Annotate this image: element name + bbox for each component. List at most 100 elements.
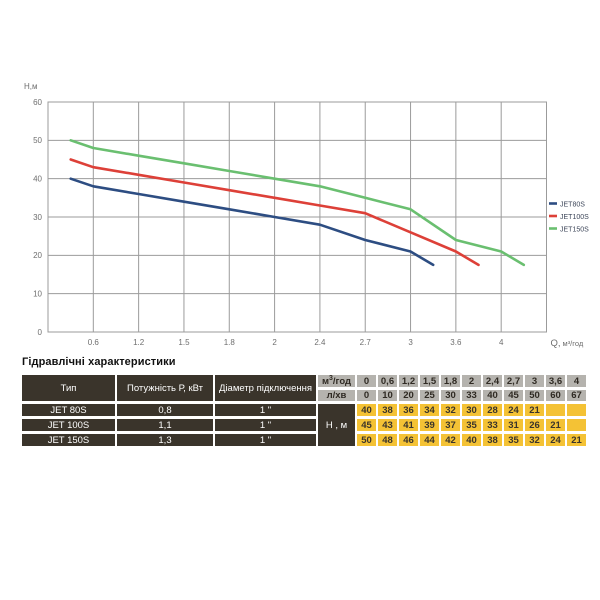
head-value-cell: 45	[357, 419, 376, 432]
pump-row-jet150s: JET 150S 1,3 1 " 50 48 46 44 42 40 38 35 32 24 21	[22, 434, 586, 447]
flow-m3h-cell: 0	[357, 375, 376, 388]
head-value-cell	[567, 419, 586, 432]
head-value-cell: 42	[441, 434, 460, 447]
pump-type-cell: JET 80S	[22, 404, 115, 417]
head-value-cell: 38	[483, 434, 502, 447]
hydraulic-table: Тип Потужність Р, кВт Діаметр підключення м…	[20, 372, 588, 449]
legend-label-jet100s: JET100S	[560, 214, 589, 221]
flow-lmin-cell: 67	[567, 390, 586, 402]
x-tick-label: 3.6	[450, 338, 462, 347]
pump-type-cell: JET 100S	[22, 419, 115, 432]
curve-jet100s	[69, 158, 480, 267]
head-value-cell: 40	[357, 404, 376, 417]
head-value-cell: 34	[420, 404, 439, 417]
y-tick-label: 60	[33, 98, 42, 107]
flow-m3h-cell: 2	[462, 375, 481, 388]
head-value-cell: 36	[399, 404, 418, 417]
head-value-cell: 50	[357, 434, 376, 447]
flow-lmin-cell: 10	[378, 390, 397, 402]
pump-row-jet100s: JET 100S 1,1 1 " 45 43 41 39 37 35 33 31 26 21	[22, 419, 586, 432]
flow-lmin-label: л/хв	[318, 390, 355, 402]
flow-m3h-cell: 0,6	[378, 375, 397, 388]
diameter-column-header: Діаметр підключення	[215, 375, 316, 402]
x-tick-label: 2.7	[360, 338, 372, 347]
hydraulic-section: Гідравлічні характеристики Тип Потужність…	[20, 356, 596, 449]
diameter-cell: 1 "	[215, 404, 316, 417]
head-value-cell: 24	[546, 434, 565, 447]
y-axis-title: Н,м	[24, 82, 38, 91]
flow-lmin-cell: 45	[504, 390, 523, 402]
power-cell: 1,3	[117, 434, 213, 447]
power-cell: 0,8	[117, 404, 213, 417]
flow-lmin-cell: 40	[483, 390, 502, 402]
pump-curves-chart: 60 50 40 30 20 10 0 0.6 1.2 1.5 1.8 2 2.4 2.7 3 3.6 4 Н,м…	[24, 82, 589, 349]
head-value-cell: 28	[483, 404, 502, 417]
head-value-cell: 44	[420, 434, 439, 447]
y-tick-label: 40	[33, 174, 42, 183]
head-value-cell: 21	[525, 404, 544, 417]
y-tick-label: 30	[33, 213, 42, 222]
head-value-cell: 39	[420, 419, 439, 432]
head-value-cell: 32	[525, 434, 544, 447]
head-value-cell: 26	[525, 419, 544, 432]
table-title: Гідравлічні характеристики	[22, 356, 176, 368]
head-value-cell: 33	[483, 419, 502, 432]
flow-lmin-cell: 0	[357, 390, 376, 402]
diameter-cell: 1 "	[215, 434, 316, 447]
head-value-cell: 35	[462, 419, 481, 432]
flow-m3h-cell: 4	[567, 375, 586, 388]
y-tick-label: 0	[38, 328, 43, 337]
head-unit-cell: Н , м	[318, 404, 355, 447]
flow-m3h-cell: 2,4	[483, 375, 502, 388]
x-tick-label: 1.8	[224, 338, 236, 347]
head-value-cell: 21	[546, 419, 565, 432]
plot-border	[47, 101, 547, 333]
pump-type-cell: JET 150S	[22, 434, 115, 447]
x-axis-title: Q, м³/год	[551, 338, 584, 349]
x-tick-label: 3	[408, 338, 413, 347]
head-value-cell: 40	[462, 434, 481, 447]
flow-lmin-cell: 20	[399, 390, 418, 402]
chart-panel: 60 50 40 30 20 10 0 0.6 1.2 1.5 1.8 2 2.4 2.7 3 3.6 4 Н,м…	[24, 82, 589, 349]
flow-m3h-label: м3/год	[318, 375, 355, 388]
head-value-cell: 48	[378, 434, 397, 447]
curve-jet150s	[69, 139, 526, 267]
flow-m3h-cell: 1,2	[399, 375, 418, 388]
head-value-cell: 46	[399, 434, 418, 447]
flow-m3h-cell: 2,7	[504, 375, 523, 388]
head-value-cell: 31	[504, 419, 523, 432]
head-value-cell: 37	[441, 419, 460, 432]
head-value-cell: 41	[399, 419, 418, 432]
flow-lmin-cell: 25	[420, 390, 439, 402]
x-tick-label: 1.2	[133, 338, 145, 347]
head-value-cell: 38	[378, 404, 397, 417]
y-tick-label: 50	[33, 136, 42, 145]
power-column-header: Потужність Р, кВт	[117, 375, 213, 402]
y-tick-label: 20	[33, 251, 42, 260]
flow-lmin-cell: 60	[546, 390, 565, 402]
power-cell: 1,1	[117, 419, 213, 432]
y-tick-label: 10	[33, 289, 42, 298]
legend-label-jet80s: JET80S	[560, 201, 585, 208]
head-value-cell: 30	[462, 404, 481, 417]
head-value-cell	[567, 404, 586, 417]
flow-lmin-cell: 30	[441, 390, 460, 402]
x-tick-label: 0.6	[88, 338, 100, 347]
head-value-cell	[546, 404, 565, 417]
flow-m3h-cell: 3	[525, 375, 544, 388]
head-value-cell: 21	[567, 434, 586, 447]
curve-jet80s	[69, 177, 435, 267]
flow-m3h-cell: 1,5	[420, 375, 439, 388]
x-tick-label: 2.4	[314, 338, 326, 347]
flow-lmin-cell: 50	[525, 390, 544, 402]
head-value-cell: 43	[378, 419, 397, 432]
pump-row-jet80s: JET 80S 0,8 1 " Н , м 40 38 36 34 32 30 28 24 21	[22, 404, 586, 447]
x-tick-label: 2	[272, 338, 277, 347]
head-value-cell: 32	[441, 404, 460, 417]
legend-label-jet150s: JET150S	[560, 226, 589, 233]
x-tick-label: 1.5	[178, 338, 190, 347]
diameter-cell: 1 "	[215, 419, 316, 432]
type-column-header: Тип	[22, 375, 115, 402]
head-value-cell: 35	[504, 434, 523, 447]
flow-lmin-cell: 33	[462, 390, 481, 402]
